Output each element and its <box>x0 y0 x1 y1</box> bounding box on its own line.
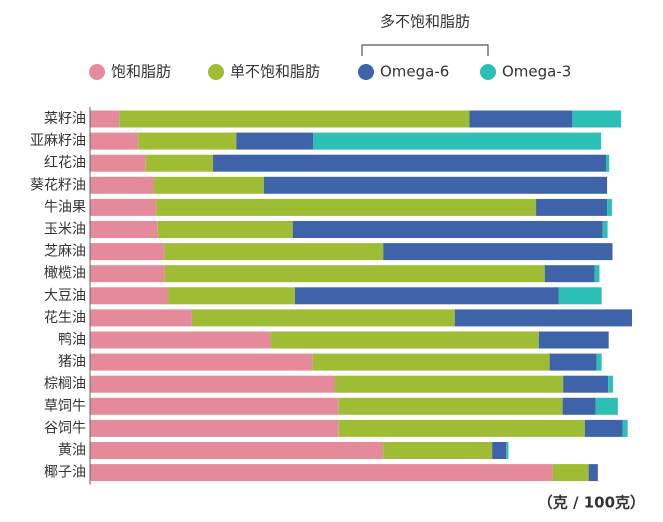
legend-label: Omega-3 <box>502 63 571 81</box>
bar-segment <box>572 110 622 128</box>
y-tick-label: 玉米油 <box>44 222 86 238</box>
y-tick-label: 椰子油 <box>44 465 86 481</box>
bar-segment <box>334 375 564 393</box>
bar-segment <box>90 132 139 150</box>
bar-segment <box>294 287 559 305</box>
bar-segment <box>90 375 335 393</box>
bar-segment <box>454 309 632 327</box>
bar-segment <box>536 198 608 216</box>
bar-segment <box>90 110 120 128</box>
bar-segment <box>119 110 470 128</box>
bar-segment <box>313 132 602 150</box>
bar-segment <box>90 397 339 415</box>
bar-segment <box>164 265 545 283</box>
legend-label: Omega-6 <box>380 63 449 81</box>
y-tick-label: 棕榈油 <box>44 376 86 392</box>
bar-segment <box>90 221 158 238</box>
bar-segment <box>605 154 610 172</box>
unit-label: （克 / 100克） <box>538 494 645 512</box>
bar-segment <box>90 442 384 459</box>
bar-segment <box>90 331 272 349</box>
y-tick-label: 鸭油 <box>58 332 86 348</box>
bar-segment <box>90 198 157 216</box>
y-tick-label: 菜籽油 <box>44 111 86 127</box>
bar-segment <box>552 464 589 482</box>
legend-swatch <box>480 64 496 80</box>
y-tick-label: 猪油 <box>58 354 86 370</box>
bar-segment <box>153 176 264 194</box>
legend-swatch <box>208 64 224 80</box>
y-tick-label: 牛油果 <box>44 199 86 215</box>
bar-segment <box>90 419 339 437</box>
bar-segment <box>90 265 165 283</box>
bar-segment <box>607 198 612 216</box>
y-tick-label: 草饲牛 <box>44 398 86 414</box>
bar-segment <box>588 464 598 482</box>
bar-segment <box>312 353 550 371</box>
bar-segment <box>90 176 154 194</box>
bar-segment <box>506 442 509 459</box>
legend-swatch <box>89 64 105 80</box>
bar-segment <box>90 464 553 482</box>
bar-segment <box>90 353 313 371</box>
y-tick-label: 谷饲牛 <box>44 420 86 436</box>
bar-segment <box>596 353 602 371</box>
bar-segment <box>602 221 608 238</box>
y-tick-label: 花生油 <box>44 310 86 326</box>
bar-segment <box>156 198 537 216</box>
bar-segment <box>538 331 609 349</box>
bar-segment <box>90 309 192 327</box>
bar-segment <box>263 176 608 194</box>
bar-segment <box>157 221 293 238</box>
legend-label: 单不饱和脂肪 <box>230 63 320 81</box>
bar-segment <box>138 132 237 150</box>
bar-segment <box>563 375 609 393</box>
bar-segment <box>383 243 613 261</box>
group-bracket <box>361 44 489 56</box>
bar-segment <box>595 397 618 415</box>
bar-segment <box>90 287 169 305</box>
y-tick-label: 芝麻油 <box>44 244 86 260</box>
bar-segment <box>90 243 165 261</box>
y-tick-label: 大豆油 <box>44 288 86 304</box>
bar-segment <box>271 331 539 349</box>
y-tick-label: 亚麻籽油 <box>30 133 86 149</box>
bar-segment <box>562 397 596 415</box>
bar-segment <box>608 375 614 393</box>
bar-segment <box>549 353 597 371</box>
bar-segment <box>191 309 455 327</box>
bar-segment <box>622 419 628 437</box>
bar-segment <box>544 265 595 283</box>
legend-label: 饱和脂肪 <box>111 63 171 81</box>
bar-segment <box>168 287 295 305</box>
y-tick-label: 黄油 <box>58 442 86 459</box>
bar-segment <box>338 419 585 437</box>
bar-segment <box>584 419 623 437</box>
bar-segment <box>90 154 146 172</box>
group-label: 多不饱和脂肪 <box>380 13 470 31</box>
y-tick-label: 橄榄油 <box>44 266 86 282</box>
bar-segment <box>338 397 563 415</box>
bar-segment <box>164 243 384 261</box>
bar-segment <box>469 110 573 128</box>
bar-segment <box>594 265 600 283</box>
bar-segment <box>383 442 493 459</box>
y-tick-label: 红花油 <box>44 155 86 171</box>
bar-segment <box>492 442 507 459</box>
legend-swatch <box>358 64 374 80</box>
y-tick-label: 葵花籽油 <box>30 177 86 193</box>
bar-segment <box>145 154 214 172</box>
bar-segment <box>292 221 603 238</box>
bar-segment <box>213 154 606 172</box>
bar-segment <box>558 287 602 305</box>
bar-segment <box>236 132 314 150</box>
